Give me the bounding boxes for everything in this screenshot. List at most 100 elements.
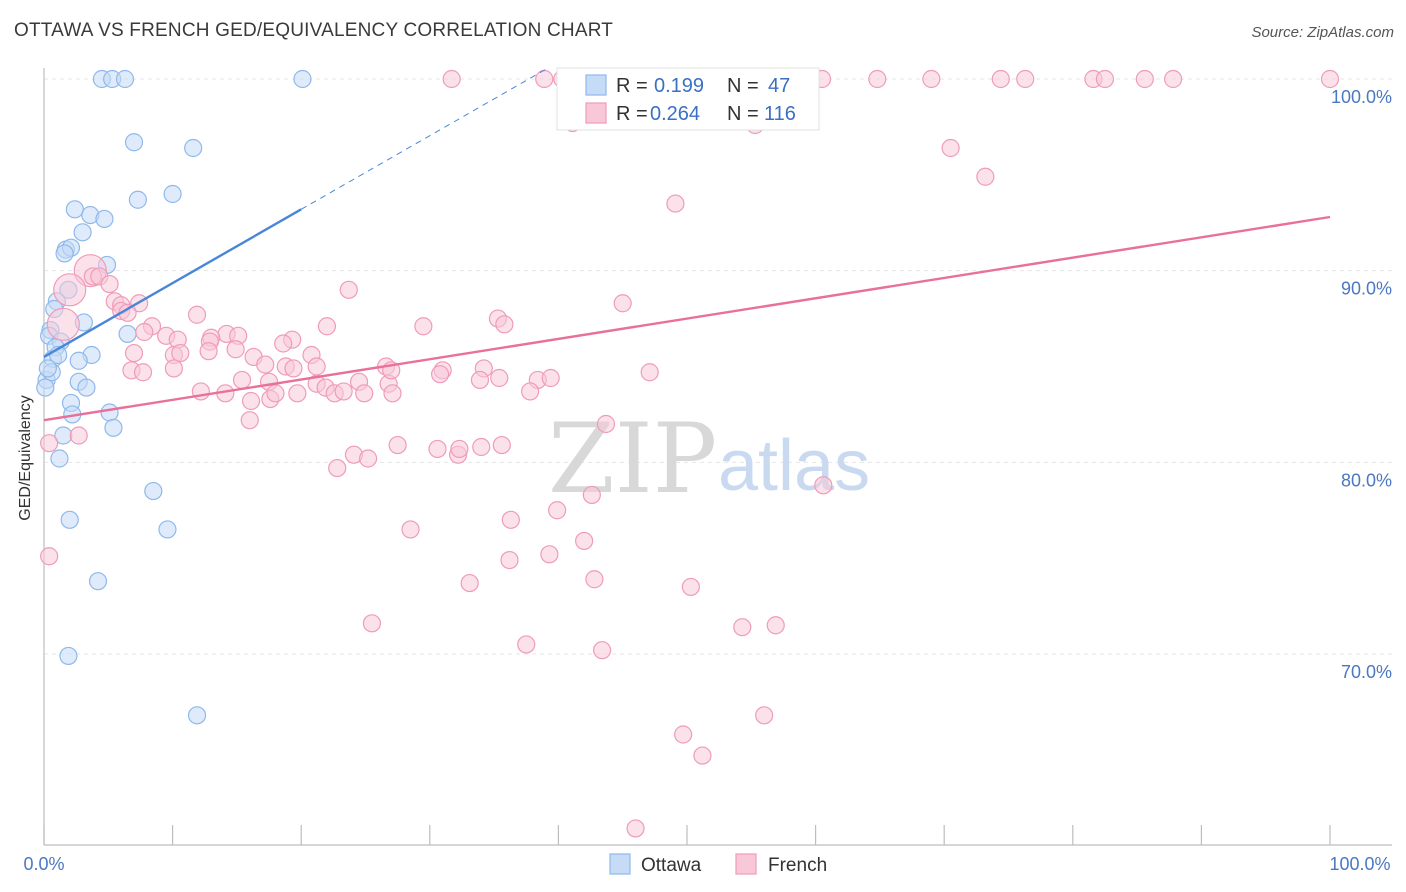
ottawa-point-41 — [60, 510, 79, 529]
ottawa-trend-extension — [300, 68, 546, 210]
french-point-106 — [401, 520, 420, 539]
ottawa-point-11 — [73, 223, 92, 242]
french-point-103 — [814, 476, 833, 495]
ottawa-point-35 — [100, 403, 119, 422]
ottawa-point-37 — [104, 418, 123, 437]
ottawa-point-45 — [187, 706, 207, 725]
series-legend-swatch-ottawa — [609, 853, 631, 875]
french-point-19 — [976, 167, 995, 186]
french-point-14 — [1164, 69, 1183, 89]
french-point-18 — [941, 138, 960, 158]
french-point-112 — [681, 577, 700, 597]
french-point-25 — [100, 274, 119, 294]
ottawa-point-40 — [144, 481, 163, 501]
stats-legend: R = 0.199 N = 47 R = 0.264 N = 116 — [556, 67, 820, 131]
series-legend-label-french: French — [768, 855, 827, 876]
french-point-1 — [535, 69, 554, 89]
legend-r-label-french: R = — [616, 103, 648, 125]
french-point-82 — [266, 384, 285, 403]
legend-n-value-french: 116 — [764, 103, 796, 125]
french-point-66 — [133, 363, 153, 382]
french-point-39 — [495, 315, 514, 334]
ottawa-point-28 — [69, 351, 88, 370]
series-legend: Ottawa French — [609, 853, 827, 876]
legend-r-value-ottawa: 0.199 — [654, 75, 704, 97]
watermark-zip: ZIP — [548, 403, 717, 515]
ottawa-point-5 — [184, 138, 203, 158]
ottawa-point-8 — [65, 200, 84, 219]
ottawa-point-14 — [55, 244, 74, 263]
french-point-26 — [339, 280, 358, 299]
y-tick-label-1: 80.0% — [1341, 470, 1392, 490]
legend-n-value-ottawa: 47 — [768, 75, 790, 97]
french-point-63 — [640, 363, 659, 382]
french-point-0 — [442, 69, 461, 89]
french-trend-line — [43, 215, 1331, 422]
y-axis-label: GED/Equivalency — [17, 395, 34, 520]
series-legend-label-ottawa: Ottawa — [641, 855, 702, 876]
french-point-104 — [548, 501, 567, 520]
french-point-86 — [334, 382, 353, 401]
french-point-123 — [40, 434, 59, 453]
grid-layer — [44, 78, 1392, 655]
french-point-105 — [501, 510, 520, 529]
ottawa-point-46 — [38, 359, 57, 378]
french-point-94 — [428, 439, 447, 459]
french-point-59 — [307, 357, 326, 376]
french-point-56 — [256, 355, 275, 374]
source-label: Source: ZipAtlas.com — [1251, 24, 1394, 41]
french-point-40 — [135, 322, 154, 342]
legend-swatch-french — [585, 102, 607, 124]
french-point-20 — [666, 194, 685, 213]
french-point-89 — [521, 382, 540, 401]
french-point-37 — [414, 317, 433, 336]
french-point-8 — [922, 69, 941, 89]
french-point-107 — [540, 545, 559, 564]
french-point-33 — [187, 305, 207, 324]
ottawa-point-44 — [59, 646, 78, 666]
french-point-83 — [288, 384, 307, 403]
french-point-77 — [541, 368, 560, 388]
ottawa-point-10 — [95, 209, 114, 229]
legend-r-value-french: 0.264 — [650, 103, 700, 125]
french-point-102 — [582, 485, 601, 505]
french-point-121 — [626, 819, 645, 838]
french-point-13 — [1135, 69, 1154, 89]
ottawa-point-6 — [128, 190, 147, 209]
french-point-98 — [492, 435, 511, 455]
legend-n-label-ottawa: N = — [727, 75, 759, 97]
french-point-117 — [593, 641, 612, 660]
french-point-101 — [328, 458, 347, 478]
ottawa-trend-line — [43, 208, 302, 358]
french-point-49 — [124, 343, 144, 363]
french-point-97 — [472, 437, 491, 457]
french-point-64 — [164, 359, 183, 378]
x-tick-label-max: 100.0% — [1329, 854, 1390, 874]
french-point-58 — [284, 359, 303, 378]
french-point-12 — [1095, 69, 1115, 89]
french-point-48 — [274, 334, 293, 353]
series-legend-swatch-french — [735, 853, 757, 875]
french-point-80 — [241, 391, 261, 411]
french-point-120 — [693, 746, 712, 765]
french-point-111 — [460, 573, 479, 593]
french-point-93 — [388, 435, 407, 455]
french-point-53 — [226, 340, 245, 359]
ottawa-point-21 — [118, 324, 137, 344]
french-point-67 — [232, 370, 252, 390]
ottawa-point-33 — [36, 378, 55, 397]
legend-swatch-ottawa — [585, 74, 607, 96]
ottawa-point-4 — [124, 133, 144, 152]
french-point-88 — [383, 384, 402, 403]
french-point-91 — [596, 414, 616, 434]
french-point-116 — [517, 635, 536, 654]
french-point-52 — [199, 342, 218, 361]
french-point-34 — [46, 307, 80, 341]
french-point-119 — [674, 725, 693, 744]
french-point-100 — [358, 449, 378, 468]
french-point-108 — [575, 531, 594, 551]
french-point-15 — [1320, 69, 1340, 89]
ottawa-point-3 — [293, 69, 312, 89]
french-point-27 — [613, 294, 632, 313]
